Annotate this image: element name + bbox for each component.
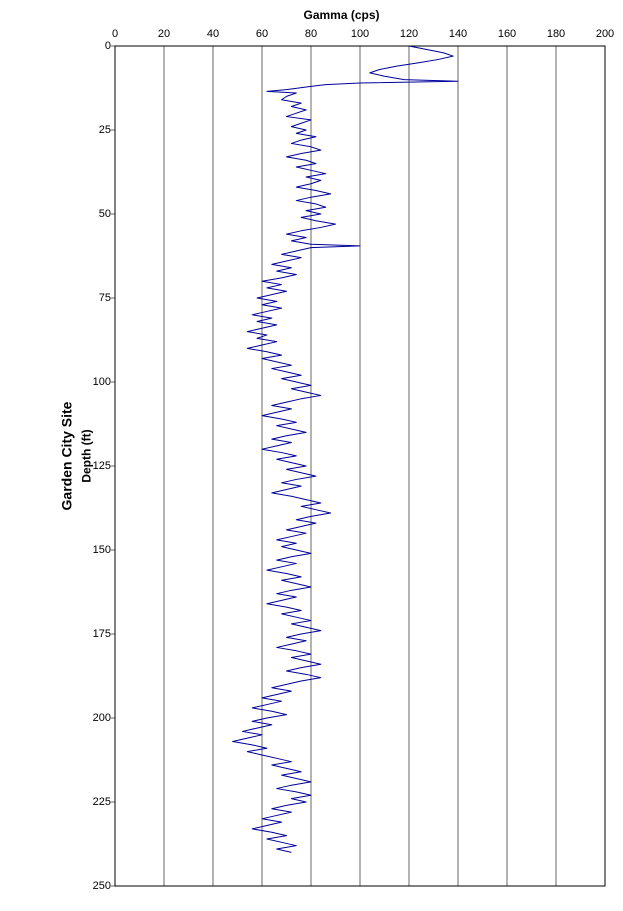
y-tick-label: 225	[87, 796, 111, 808]
y-tick-label: 25	[87, 124, 111, 136]
y-tick-label: 50	[87, 208, 111, 220]
site-title: Garden City Site	[58, 401, 74, 510]
y-tick-label: 200	[87, 712, 111, 724]
y-tick-label: 75	[87, 292, 111, 304]
x-tick-label: 60	[256, 28, 268, 40]
x-tick-label: 0	[112, 28, 118, 40]
x-tick-label: 40	[207, 28, 219, 40]
x-tick-label: 20	[158, 28, 170, 40]
y-axis-label: Depth (ft)	[80, 429, 94, 482]
x-tick-label: 80	[305, 28, 317, 40]
y-tick-label: 125	[87, 460, 111, 472]
x-tick-label: 160	[498, 28, 516, 40]
y-tick-label: 150	[87, 544, 111, 556]
y-tick-label: 0	[87, 40, 111, 52]
x-axis-label: Gamma (cps)	[0, 8, 623, 22]
y-tick-label: 250	[87, 880, 111, 892]
gamma-log-chart	[115, 46, 605, 886]
x-tick-label: 120	[400, 28, 418, 40]
y-tick-label: 100	[87, 376, 111, 388]
y-tick-label: 175	[87, 628, 111, 640]
plot-area: 0204060801001201401601802000255075100125…	[115, 46, 605, 886]
x-tick-label: 180	[547, 28, 565, 40]
x-tick-label: 140	[449, 28, 467, 40]
x-tick-label: 100	[351, 28, 369, 40]
x-tick-label: 200	[596, 28, 614, 40]
